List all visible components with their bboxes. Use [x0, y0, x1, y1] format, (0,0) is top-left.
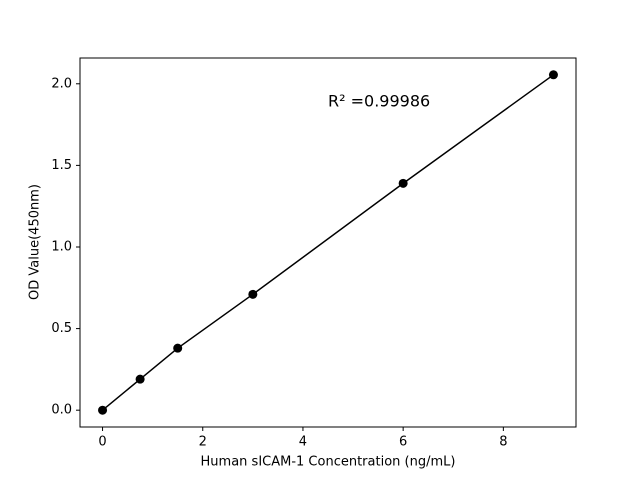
y-tick-label: 1.5 [51, 158, 72, 173]
data-point [248, 289, 258, 299]
y-tick-label: 1.0 [51, 239, 72, 254]
x-tick-label: 2 [199, 435, 207, 450]
y-axis-label: OD Value(450nm) [28, 184, 43, 300]
annotation: R² =0.99986 [328, 92, 430, 111]
y-tick-label: 0.5 [51, 321, 72, 336]
series-line [102, 74, 554, 411]
y-tick-label: 0.0 [51, 403, 72, 418]
x-tick-label: 8 [499, 435, 507, 450]
data-point [98, 405, 108, 415]
data-point [398, 178, 408, 188]
data-point [135, 374, 145, 384]
y-tick-label: 2.0 [51, 76, 72, 91]
data-point [173, 343, 183, 353]
data-point [548, 70, 558, 80]
x-tick-label: 4 [299, 435, 307, 450]
x-tick-label: 0 [98, 435, 106, 450]
x-axis-label: Human sICAM-1 Concentration (ng/mL) [201, 455, 456, 470]
plot-frame [79, 57, 577, 428]
x-tick-label: 6 [399, 435, 407, 450]
